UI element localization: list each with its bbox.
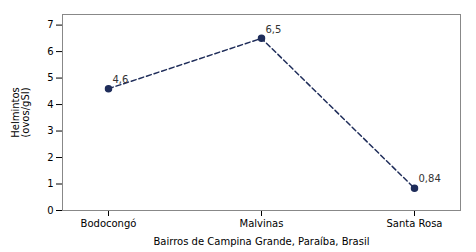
svg-text:0,84: 0,84	[419, 173, 441, 184]
svg-text:0: 0	[47, 205, 53, 216]
svg-text:4: 4	[47, 99, 53, 110]
svg-text:Santa Rosa: Santa Rosa	[387, 218, 443, 229]
svg-text:7: 7	[47, 19, 53, 30]
svg-text:2: 2	[47, 152, 53, 163]
svg-text:1: 1	[47, 178, 53, 189]
svg-text:3: 3	[47, 125, 53, 136]
svg-text:6: 6	[47, 46, 53, 57]
svg-text:Bodocongó: Bodocongó	[81, 218, 137, 229]
svg-text:6,5: 6,5	[266, 24, 282, 35]
svg-text:Helmintos(ovos/gSI): Helmintos(ovos/gSI)	[10, 87, 31, 138]
svg-text:Malvinas: Malvinas	[240, 218, 284, 229]
svg-text:4,6: 4,6	[113, 74, 129, 85]
svg-text:Bairros de Campina Grande, Par: Bairros de Campina Grande, Paraíba, Bras…	[153, 236, 369, 247]
svg-text:5: 5	[47, 72, 53, 83]
